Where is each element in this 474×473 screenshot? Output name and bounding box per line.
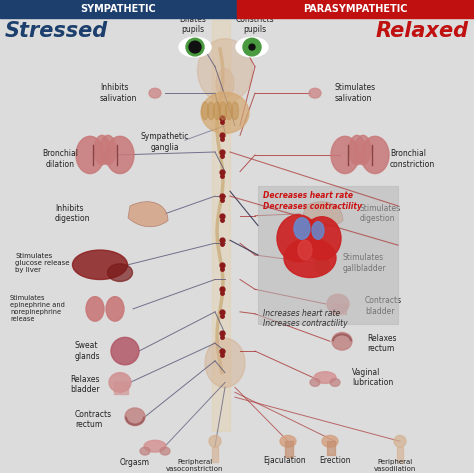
PathPatch shape: [303, 201, 343, 227]
Ellipse shape: [94, 135, 110, 165]
Text: Peripheral
vasodilation: Peripheral vasodilation: [374, 459, 416, 472]
Text: Dilates
pupils: Dilates pupils: [180, 15, 207, 35]
Ellipse shape: [201, 102, 209, 120]
Ellipse shape: [327, 294, 349, 314]
Ellipse shape: [208, 102, 215, 120]
Ellipse shape: [361, 136, 389, 174]
Ellipse shape: [205, 338, 245, 387]
Ellipse shape: [106, 136, 134, 174]
Ellipse shape: [213, 102, 220, 120]
Text: Relaxes
rectum: Relaxes rectum: [367, 333, 396, 353]
Ellipse shape: [349, 135, 365, 165]
Ellipse shape: [332, 333, 352, 350]
Text: SYMPATHETIC: SYMPATHETIC: [80, 4, 156, 14]
Ellipse shape: [216, 69, 234, 98]
Ellipse shape: [219, 102, 227, 120]
Text: Peripheral
vasoconstriction: Peripheral vasoconstriction: [166, 459, 224, 472]
Ellipse shape: [303, 217, 341, 260]
Text: PARASYMPATHETIC: PARASYMPATHETIC: [303, 4, 407, 14]
Ellipse shape: [318, 251, 327, 259]
Text: Orgasm: Orgasm: [120, 458, 150, 467]
Text: Erection: Erection: [319, 456, 351, 465]
Ellipse shape: [315, 256, 329, 273]
Ellipse shape: [109, 373, 131, 392]
Text: Stressed: Stressed: [5, 21, 108, 41]
Text: Inhibits
salivation: Inhibits salivation: [100, 83, 137, 103]
Ellipse shape: [236, 37, 268, 57]
Circle shape: [189, 41, 201, 53]
Bar: [212, 19, 230, 431]
Text: Sympathetic
ganglia: Sympathetic ganglia: [141, 132, 189, 152]
Ellipse shape: [331, 136, 359, 174]
Ellipse shape: [198, 39, 253, 103]
Text: Ejaculation: Ejaculation: [264, 456, 306, 465]
Ellipse shape: [284, 238, 336, 278]
Ellipse shape: [144, 440, 166, 452]
Ellipse shape: [314, 372, 336, 384]
Ellipse shape: [100, 135, 116, 165]
Text: Vaginal
lubrication: Vaginal lubrication: [352, 368, 393, 387]
Ellipse shape: [226, 102, 233, 120]
Text: Stimulates
salivation: Stimulates salivation: [335, 83, 376, 103]
Ellipse shape: [149, 88, 161, 98]
Ellipse shape: [277, 215, 319, 262]
Circle shape: [394, 436, 406, 447]
Ellipse shape: [330, 378, 340, 386]
Ellipse shape: [310, 378, 320, 386]
Ellipse shape: [309, 88, 321, 98]
Circle shape: [243, 38, 261, 56]
Ellipse shape: [280, 436, 296, 447]
Bar: [258, 186, 398, 324]
Text: Contracts
rectum: Contracts rectum: [75, 410, 112, 429]
Bar: [332, 304, 346, 314]
Bar: [212, 447, 218, 462]
Ellipse shape: [179, 37, 211, 57]
Text: Inhibits
digestion: Inhibits digestion: [55, 204, 91, 223]
Text: Decreases heart rate
Decreases contractility: Decreases heart rate Decreases contracti…: [263, 191, 362, 210]
Ellipse shape: [201, 92, 249, 133]
Text: Constricts
pupils: Constricts pupils: [236, 15, 274, 35]
Circle shape: [186, 38, 204, 56]
Text: Bronchial
dilation: Bronchial dilation: [42, 149, 78, 168]
Text: Relaxed: Relaxed: [376, 21, 469, 41]
Circle shape: [209, 436, 221, 447]
Ellipse shape: [298, 240, 312, 260]
Bar: [0, 0, 237, 18]
Ellipse shape: [294, 218, 310, 239]
Ellipse shape: [140, 447, 150, 455]
Circle shape: [111, 337, 139, 365]
Ellipse shape: [231, 102, 238, 120]
PathPatch shape: [128, 201, 168, 227]
Bar: [327, 441, 335, 455]
Bar: [114, 383, 128, 394]
Text: Sweat
glands: Sweat glands: [75, 342, 100, 361]
Ellipse shape: [355, 135, 371, 165]
Text: Increases heart rate
Increases contractility: Increases heart rate Increases contracti…: [263, 309, 347, 328]
Circle shape: [249, 44, 255, 50]
Ellipse shape: [76, 136, 104, 174]
Text: Contracts
bladder: Contracts bladder: [365, 296, 402, 315]
Ellipse shape: [160, 447, 170, 455]
Bar: [397, 447, 403, 462]
Text: Stimulates
digestion: Stimulates digestion: [360, 204, 401, 223]
Text: Bronchial
constriction: Bronchial constriction: [390, 149, 435, 168]
Text: Stimulates
glucose release
by liver: Stimulates glucose release by liver: [15, 253, 70, 273]
Ellipse shape: [322, 436, 338, 447]
Bar: [285, 441, 293, 457]
Ellipse shape: [108, 264, 133, 281]
Ellipse shape: [73, 250, 128, 280]
Text: Stimulates
gallbladder: Stimulates gallbladder: [343, 253, 387, 272]
Text: Stimulates
epinephrine and
norepinephrine
release: Stimulates epinephrine and norepinephrin…: [10, 296, 65, 323]
Ellipse shape: [106, 297, 124, 321]
Bar: [237, 0, 474, 18]
Text: Relaxes
bladder: Relaxes bladder: [70, 375, 100, 394]
Ellipse shape: [125, 408, 145, 426]
Ellipse shape: [86, 297, 104, 321]
Ellipse shape: [312, 222, 324, 239]
